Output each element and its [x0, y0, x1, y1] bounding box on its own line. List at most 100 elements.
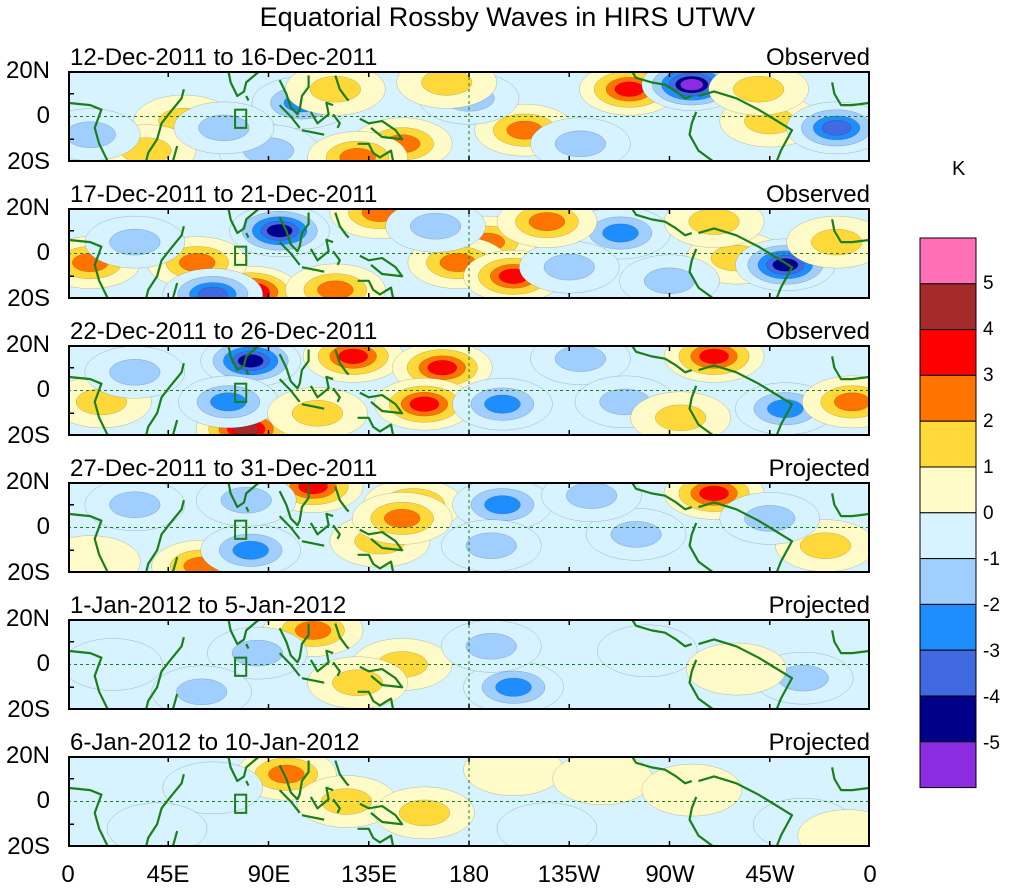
y-tick-label: 20N: [5, 194, 50, 221]
anomaly-blob: [351, 492, 453, 545]
coastline: [245, 643, 250, 650]
contour-ring: [109, 228, 161, 256]
panel-plot-6: [68, 756, 870, 847]
coastline: [171, 282, 179, 299]
contour-ring: [543, 253, 595, 281]
anomaly-blob: [162, 761, 264, 815]
panel-field-3: [68, 345, 870, 436]
coastline: [278, 349, 310, 390]
contour-ring: [198, 114, 250, 142]
panel-field-1: [68, 71, 870, 162]
contour-ring: [554, 130, 606, 158]
coastline: [630, 619, 693, 648]
colorbar-swatch: [919, 558, 977, 605]
colorbar-swatch: [919, 237, 977, 285]
contour-ring: [821, 120, 852, 136]
contour-ring: [339, 148, 376, 162]
panel-plot-2: [68, 208, 870, 299]
y-tick-label: 0: [36, 513, 50, 540]
coastline: [245, 506, 250, 513]
region-box: [234, 793, 248, 814]
anomaly-blob: [68, 108, 141, 161]
panel-field-2: [68, 208, 870, 299]
coastline: [144, 362, 185, 436]
coastline: [245, 780, 250, 787]
contour-ring: [596, 624, 698, 678]
anomaly-blob: [496, 802, 598, 847]
colorbar-swatch: [919, 283, 977, 331]
coastline: [357, 416, 395, 436]
colorbar-swatch: [919, 420, 977, 468]
contour-ring: [610, 521, 662, 548]
coastline: [227, 619, 261, 646]
coastline: [227, 71, 261, 98]
y-tick-label: 20S: [7, 559, 50, 586]
panel-field-4: [68, 482, 870, 573]
contour-ring: [799, 532, 852, 559]
coastline: [171, 556, 179, 573]
coastline: [831, 630, 870, 655]
panel-plot-1: [68, 71, 870, 162]
anomaly-blob: [585, 508, 687, 561]
coastline: [332, 661, 341, 677]
anomaly-blob: [285, 263, 386, 299]
coastline: [334, 760, 350, 787]
coastline: [332, 250, 341, 266]
x-tick-label: 180: [448, 861, 490, 888]
contour-ring: [484, 495, 521, 515]
coastline: [309, 512, 334, 536]
contour-ring: [528, 212, 566, 232]
colorbar-label: -3: [983, 641, 1000, 662]
coastline: [688, 111, 715, 162]
colorbar-swatch: [919, 466, 977, 514]
panel-frame: [68, 619, 870, 710]
y-tick-label: 20N: [5, 331, 50, 358]
colorbar-label: 0: [983, 503, 994, 524]
colorbar-swatch: [919, 741, 977, 789]
contour-ring: [833, 392, 870, 412]
panel-date-label-6: 6-Jan-2012 to 10-Jan-2012: [70, 729, 360, 756]
coastline: [245, 95, 250, 102]
coastline: [301, 403, 325, 410]
chart-title: Equatorial Rossby Waves in HIRS UTWV: [259, 2, 756, 32]
panel-frame: [68, 208, 870, 299]
anomaly-blob: [200, 524, 301, 573]
coastline: [698, 90, 794, 162]
contour-ring: [655, 404, 707, 432]
coastline: [301, 266, 325, 273]
contour-ring: [484, 394, 521, 414]
coastline: [171, 830, 179, 847]
coastline: [688, 385, 715, 436]
coastline: [144, 225, 185, 299]
coastline: [630, 482, 693, 511]
colorbar: [919, 237, 977, 789]
coastline: [688, 248, 715, 299]
anomaly-blob: [541, 482, 642, 522]
anomaly-blob: [84, 482, 186, 531]
coastline: [68, 375, 110, 436]
panel-date-label-2: 17-Dec-2011 to 21-Dec-2011: [70, 181, 378, 208]
anomaly-blob: [786, 215, 870, 269]
coastline: [332, 524, 341, 540]
panel-frame: [68, 71, 870, 162]
coastline: [245, 369, 250, 376]
coastline: [68, 101, 110, 162]
coastline: [334, 623, 350, 650]
coastline: [332, 387, 341, 403]
coastline: [301, 814, 325, 821]
coastline: [359, 665, 404, 689]
coastline: [227, 482, 261, 509]
coastline: [698, 638, 794, 710]
anomaly-blob: [195, 482, 297, 527]
contour-ring: [197, 286, 228, 299]
coastline: [334, 212, 350, 239]
colorbar-label: 1: [983, 457, 994, 478]
contour-ring: [162, 761, 264, 815]
coastline: [68, 238, 110, 299]
coastline: [630, 71, 693, 100]
anomaly-blob: [686, 642, 787, 696]
anomaly-blob: [173, 101, 275, 155]
contour-ring: [811, 228, 863, 256]
coastline: [688, 796, 715, 847]
coastline: [831, 767, 870, 792]
